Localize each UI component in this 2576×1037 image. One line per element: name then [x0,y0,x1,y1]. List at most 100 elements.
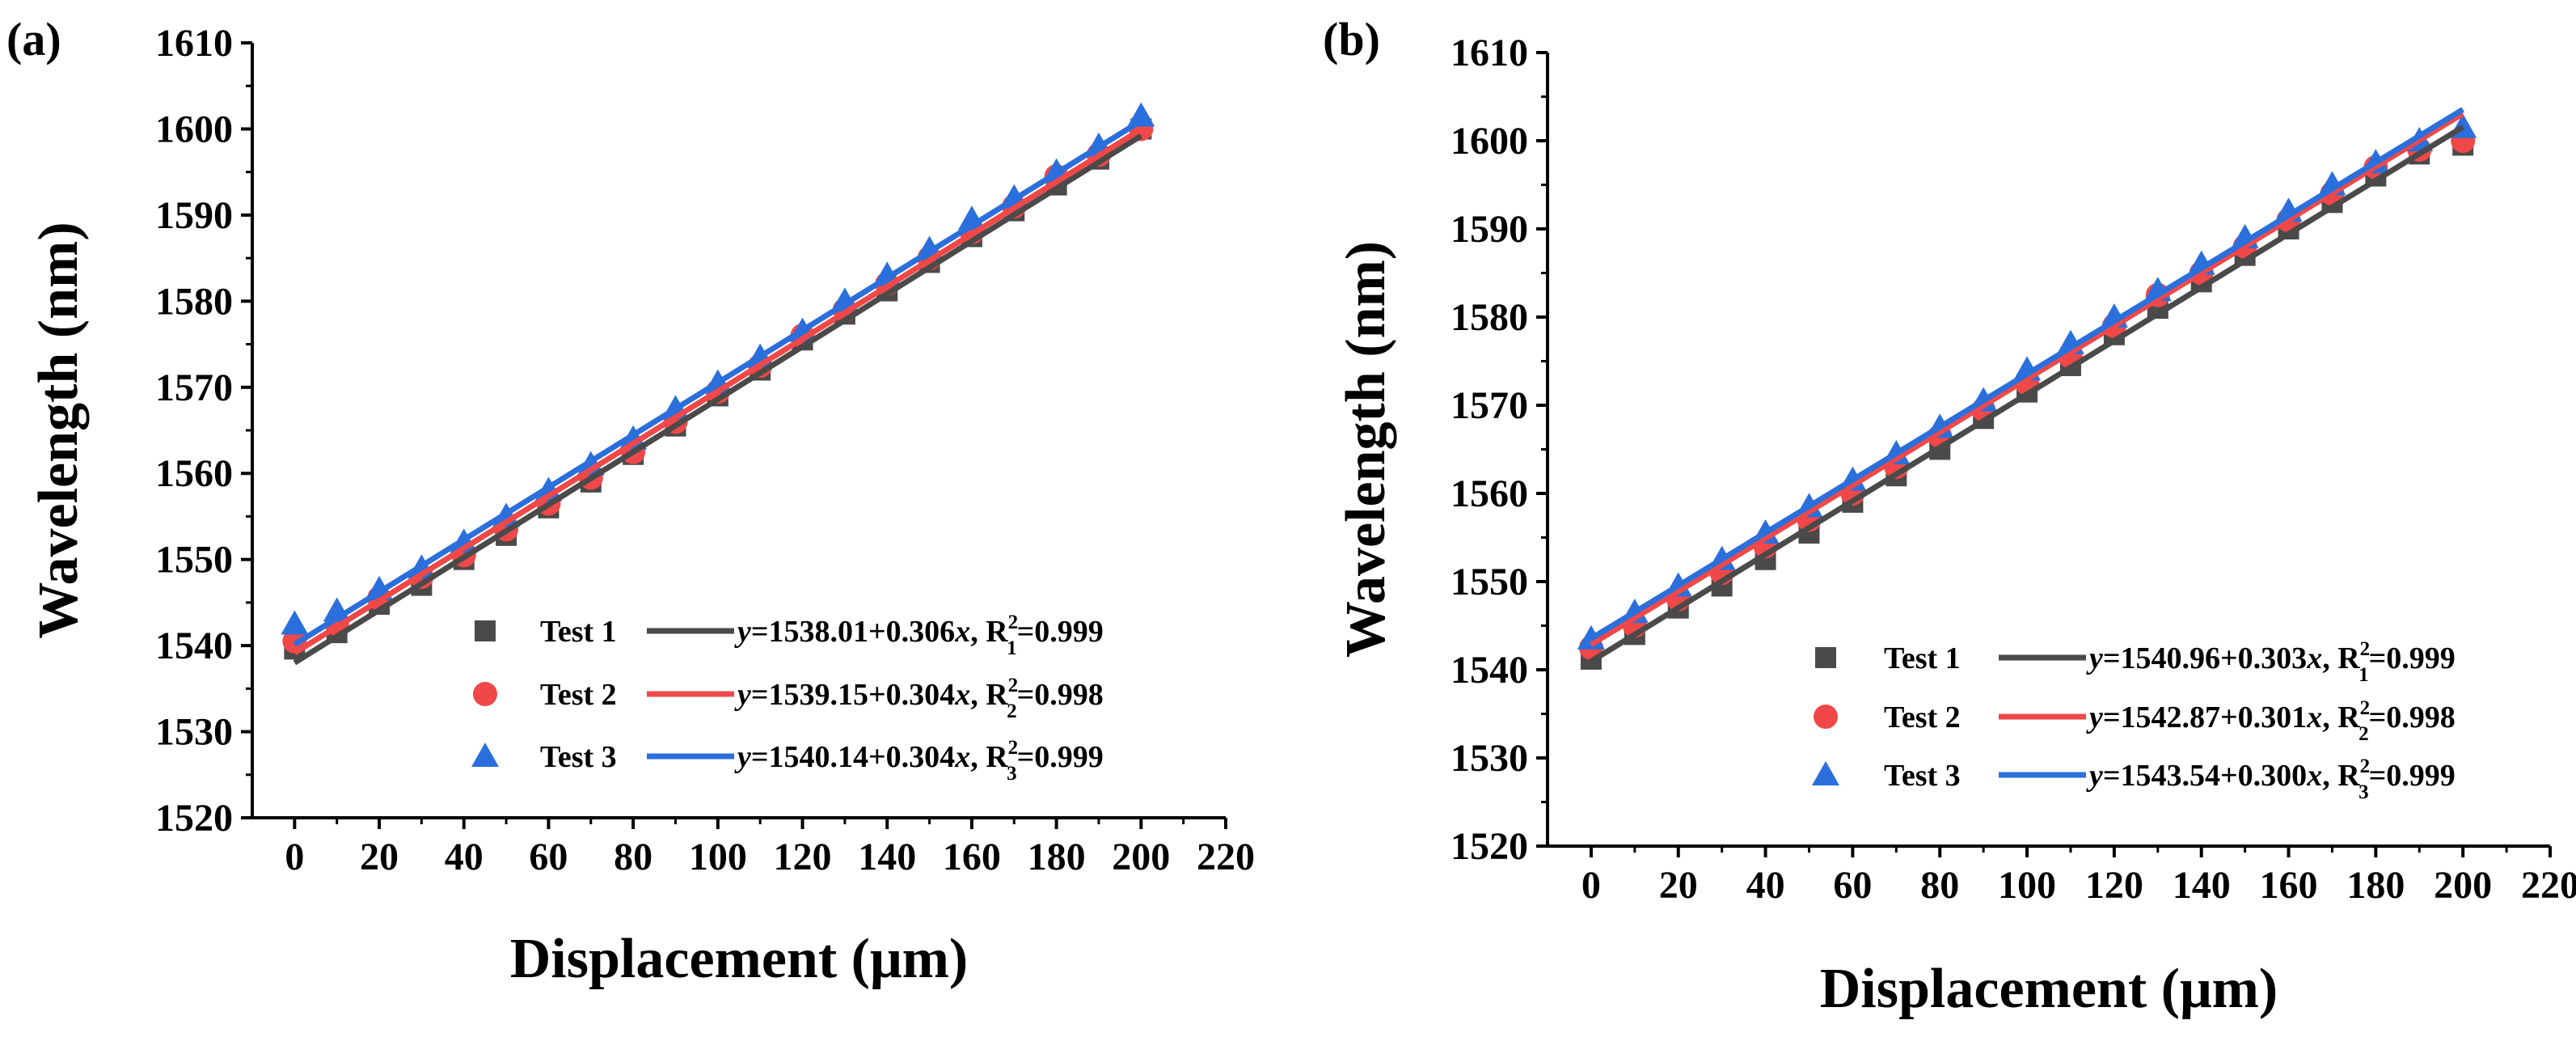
fit-equation-part: y [734,615,751,649]
fit-equation: y=1542.87+0.301x, R2 2=0.998 [2086,697,2456,745]
data-point [1127,102,1155,127]
fit-equation: y=1540.14+0.304x, R2 3=0.999 [734,737,1104,785]
legend: Test 1 y=1540.96+0.303x, R2 1=0.999 Test 2 y… [1812,638,2456,803]
y-tick-label: 1550 [1451,561,1528,603]
y-tick-label: 1580 [1451,296,1528,339]
x-tick-label: 220 [1197,836,1255,878]
fit-equation-part: x [954,615,970,649]
y-tick-label: 1570 [1451,384,1528,427]
fit-equation-part: =0.999 [1017,740,1104,774]
y-tick-label: 1530 [1451,737,1528,780]
x-axis-title: Displacement (μm) [1820,958,2278,1020]
fit-equation-part: y [2086,701,2103,734]
legend-marker [1815,647,1836,668]
fit-equation-part: 3 [1007,763,1017,785]
y-tick-label: 1600 [155,108,233,150]
fit-equation-part: x [2306,701,2322,734]
x-tick-label: 0 [285,836,304,878]
panel-a: (a)1520153015401550156015701580159016001… [6,13,1255,990]
fit-equation: y=1539.15+0.304x, R2 2=0.998 [734,675,1104,722]
fit-equation-part: x [954,678,970,712]
y-tick-label: 1570 [155,366,233,409]
fit-equation-part: =1540.96+0.303 [2103,641,2307,675]
fit-equation-part: =1539.15+0.304 [751,678,955,712]
fit-equation-part: =0.999 [2369,641,2456,675]
legend-marker [1814,705,1838,729]
x-tick-label: 200 [1112,836,1170,878]
fit-equation: y=1538.01+0.306x, R2 1=0.999 [734,612,1104,659]
y-tick-label: 1560 [1451,472,1528,515]
y-tick-label: 1520 [155,797,233,840]
x-tick-label: 0 [1581,864,1601,907]
y-axis-title: Wavelength (nm) [1335,241,1397,658]
fit-equation-part: =1542.87+0.301 [2103,701,2307,734]
fit-equation-part: 2 [2360,697,2371,719]
fit-equation-part: =0.999 [2369,759,2456,793]
x-tick-label: 100 [1998,864,2056,907]
x-tick-label: 80 [1920,864,1959,907]
y-tick-label: 1590 [1451,208,1528,251]
fit-equation-part: , R [2322,641,2360,675]
legend-marker [1812,761,1839,785]
fit-equation-part: 2 [1007,701,1017,722]
y-tick-label: 1580 [155,280,233,323]
fit-equation-part: 2 [2359,723,2369,745]
x-tick-label: 160 [943,836,1001,878]
fit-equation-part: 2 [2360,638,2371,660]
fit-equation-part: 2 [1008,675,1019,696]
x-tick-label: 100 [689,836,747,878]
x-tick-label: 60 [529,836,568,878]
fit-equation-part: y [734,678,751,712]
fit-equation-part: , R [970,615,1008,649]
y-tick-label: 1560 [155,452,233,495]
y-tick-label: 1600 [1451,120,1528,163]
fit-line-test-2 [293,126,1143,656]
y-tick-label: 1540 [1451,649,1528,692]
fit-equation-part: 3 [2359,781,2369,803]
fit-equation-part: x [2306,759,2322,793]
fit-equation: y=1540.96+0.303x, R2 1=0.999 [2086,638,2456,686]
fit-equation-part: =1543.54+0.300 [2103,759,2307,793]
panel-label: (b) [1323,13,1380,66]
fit-equation-part: =0.998 [2369,701,2456,734]
fit-equation-part: 2 [2360,756,2371,777]
x-tick-label: 180 [1028,836,1086,878]
fit-equation-part: , R [970,740,1008,774]
y-tick-label: 1610 [155,22,233,65]
y-tick-label: 1590 [155,194,233,237]
fit-line-test-2 [1590,111,2464,647]
fit-line-test-1 [293,133,1143,666]
data-point [281,610,309,635]
fit-equation: y=1543.54+0.300x, R2 3=0.999 [2086,756,2456,803]
x-tick-label: 20 [360,836,399,878]
fit-equation-part: =1538.01+0.306 [751,615,955,649]
x-tick-label: 180 [2346,864,2405,907]
fit-equation-part: , R [2322,701,2360,734]
y-tick-label: 1520 [1451,825,1528,868]
x-tick-label: 120 [774,836,832,878]
fit-equation-part: =1540.14+0.304 [751,740,955,774]
fit-equation-part: =0.999 [1017,615,1104,649]
x-tick-label: 140 [2173,864,2231,907]
y-tick-label: 1610 [1451,32,1528,74]
fit-equation-part: y [2086,759,2103,793]
fit-equation-part: , R [970,678,1008,712]
legend-entry-label: Test 1 [1884,641,1961,675]
x-tick-label: 40 [445,836,484,878]
x-tick-label: 160 [2260,864,2318,907]
x-tick-label: 60 [1833,864,1872,907]
fit-equation-part: y [734,740,751,774]
legend-entry-label: Test 2 [1884,701,1961,734]
fit-equation-part: x [2306,641,2322,675]
legend-entry-label: Test 3 [540,740,617,774]
panel-b: (b)1520153015401550156015701580159016001… [1323,13,2576,1020]
fit-equation-part: 1 [1007,637,1017,659]
fit-equation-part: =0.998 [1017,678,1104,712]
x-tick-label: 220 [2521,864,2576,907]
fit-equation-part: , R [2322,759,2360,793]
fit-equation-part: 2 [1008,612,1019,633]
fit-line-test-3 [293,118,1143,647]
y-tick-label: 1540 [155,624,233,667]
fit-equation-part: x [954,740,970,774]
